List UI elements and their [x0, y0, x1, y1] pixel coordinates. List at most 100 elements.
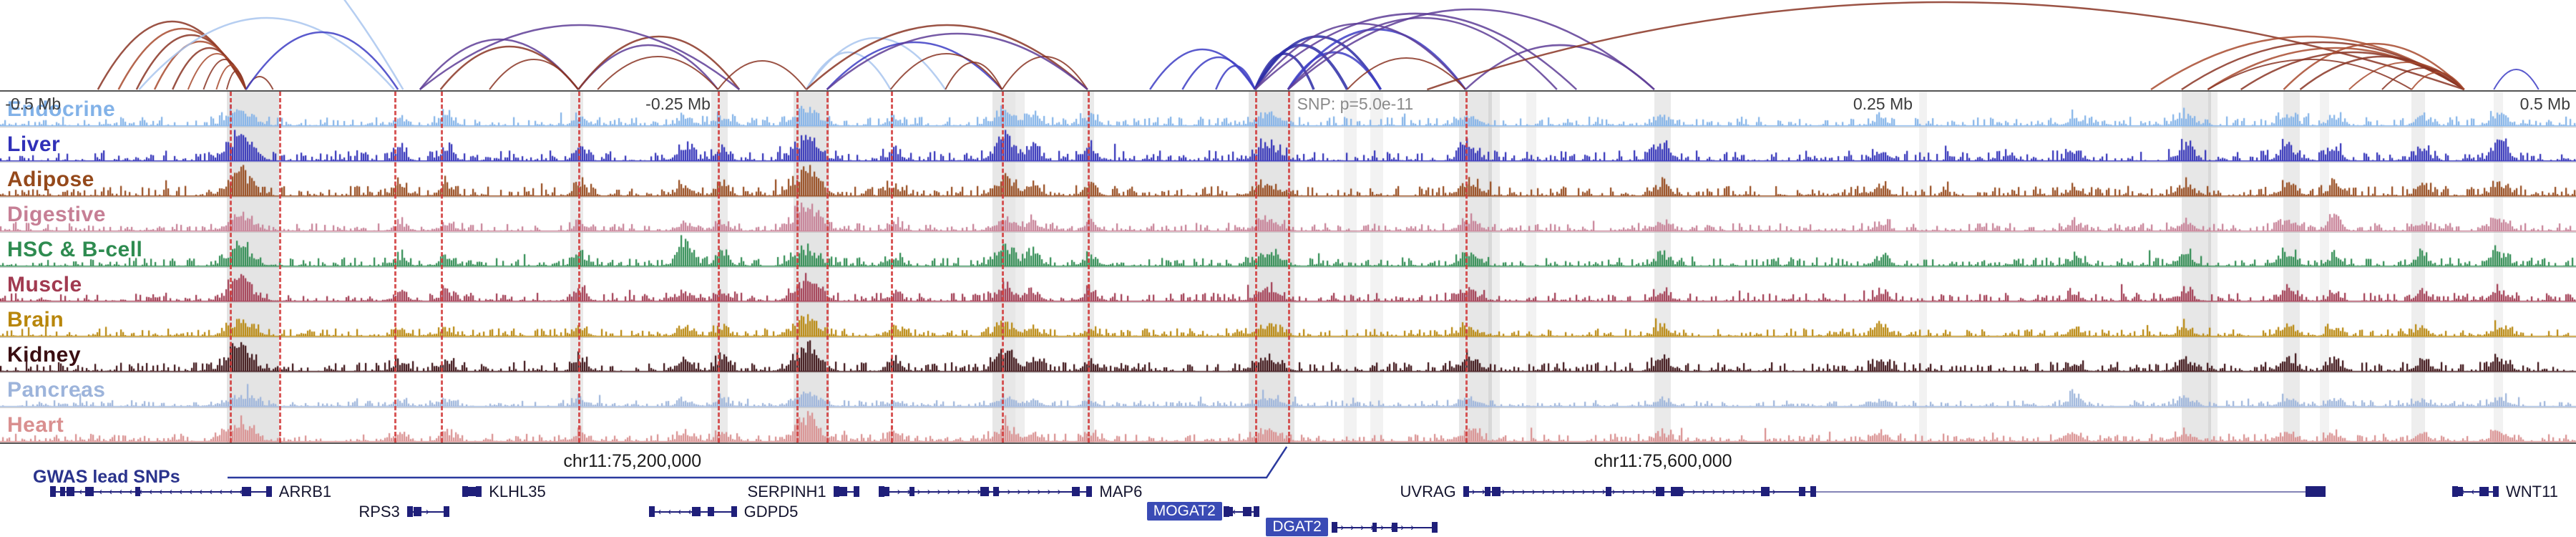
- gene-end-block: [1463, 486, 1469, 497]
- gene-end-block: [462, 486, 469, 497]
- gene-body-serpinh1[interactable]: [833, 485, 859, 498]
- gene-strand-arrows: ‹‹: [2461, 485, 2482, 498]
- interaction-arc: [1254, 12, 1578, 90]
- scale-label-half-mb: 0.5 Mb: [2519, 95, 2570, 113]
- candidate-region-dashed-line: [1087, 92, 1090, 442]
- candidate-region-dashed-line: [718, 92, 721, 442]
- gene-label-serpinh1[interactable]: SERPINH1: [747, 483, 826, 500]
- gene-exon: [413, 507, 421, 516]
- interaction-arc: [805, 51, 892, 90]
- gene-end-block: [406, 506, 413, 517]
- gene-exon: [67, 487, 75, 496]
- interaction-arc: [1215, 65, 1257, 90]
- gene-end-block: [50, 486, 57, 497]
- gene-exon: [2479, 487, 2489, 496]
- gene-label-klhl35[interactable]: KLHL35: [489, 483, 546, 500]
- gene-body-uvrag[interactable]: ›››››››››››››››››››››››››››››››: [1463, 485, 1816, 498]
- candidate-region-dashed-line: [230, 92, 233, 442]
- track-label-pancreas: Pancreas: [7, 378, 106, 402]
- gene-exon: [242, 487, 251, 496]
- gene-exon: [1392, 523, 1397, 532]
- interaction-arc: [343, 0, 404, 90]
- gene-end-block: [731, 506, 737, 517]
- candidate-region-dashed-line: [796, 92, 799, 442]
- interaction-arc: [805, 37, 947, 90]
- interaction-arc: [2493, 69, 2540, 90]
- gene-exon: [1655, 487, 1665, 496]
- interaction-arc: [2381, 67, 2465, 90]
- gene-exon: [60, 487, 65, 496]
- gene-end-block: [878, 486, 884, 497]
- interaction-arcs-panel: [0, 0, 2576, 90]
- interaction-arc: [1001, 56, 1088, 90]
- candidate-region-dashed-line: [1254, 92, 1257, 442]
- gene-line: [406, 511, 450, 513]
- gene-exon: [468, 487, 475, 496]
- gene-exon: [992, 487, 1000, 496]
- gene-strand-arrows: ›››››››››››››››››››››››››››››››: [1471, 485, 1782, 498]
- interaction-arc: [2283, 42, 2465, 90]
- gene-strand-arrows: ‹‹‹‹‹‹‹‹‹‹‹‹‹‹‹‹‹‹‹: [59, 485, 250, 498]
- gene-body-klhl35[interactable]: [462, 485, 482, 498]
- gene-end-block: [1332, 522, 1338, 533]
- interaction-arc: [1148, 48, 1256, 90]
- gene-label-mogat2[interactable]: MOGAT2: [1146, 502, 1222, 521]
- gene-label-rps3[interactable]: RPS3: [358, 503, 400, 521]
- interaction-arc: [245, 31, 399, 90]
- interaction-arc: [805, 24, 1088, 90]
- gene-body-mogat2[interactable]: ‹: [1224, 505, 1260, 518]
- gwas-snp-connector-line: [228, 446, 1288, 479]
- gene-exon: [1798, 487, 1805, 496]
- gene-body-rps3[interactable]: ››: [406, 505, 450, 518]
- gene-exon: [1673, 487, 1683, 496]
- gene-line: [1332, 527, 1438, 528]
- gene-exon: [85, 487, 94, 496]
- interaction-arc: [1254, 22, 1467, 90]
- gene-exon: [980, 487, 989, 496]
- gene-label-uvrag[interactable]: UVRAG: [1400, 483, 1456, 500]
- gene-body-wnt11[interactable]: ‹‹: [2452, 485, 2499, 498]
- scale-label-minus-quarter-mb: -0.25 Mb: [645, 95, 711, 113]
- gene-body-dgat2[interactable]: ››››››››: [1332, 521, 1438, 534]
- gwas-connector-path: [228, 446, 1288, 479]
- gene-label-map6[interactable]: MAP6: [1099, 483, 1143, 500]
- track-label-kidney: Kidney: [7, 343, 82, 367]
- track-label-liver: Liver: [7, 132, 61, 156]
- gene-exon: [2455, 487, 2464, 496]
- track-label-heart: Heart: [7, 413, 64, 437]
- interaction-arc: [1287, 28, 1467, 90]
- gwas-lead-snps-label: GWAS lead SNPs: [33, 467, 180, 487]
- gene-label-dgat2[interactable]: DGAT2: [1266, 518, 1328, 536]
- interaction-arc: [419, 24, 740, 90]
- gene-label-arrb1[interactable]: ARRB1: [278, 483, 332, 500]
- gene-exon: [1372, 523, 1377, 532]
- gene-body-arrb1[interactable]: ‹‹‹‹‹‹‹‹‹‹‹‹‹‹‹‹‹‹‹: [50, 485, 272, 498]
- interaction-arcs: [97, 0, 2540, 90]
- gene-end-block: [649, 506, 655, 517]
- gene-body-map6[interactable]: ››››››››››››››››››: [878, 485, 1093, 498]
- signal-tracks-panel[interactable]: Endocrine Liver Adipose Digestive HSC & B-ce…: [0, 90, 2576, 444]
- candidate-region-dashed-line: [826, 92, 829, 442]
- interaction-arc: [1254, 35, 1382, 90]
- gene-end-block: [853, 486, 859, 497]
- interaction-arc: [489, 59, 580, 90]
- coordinate-label-chr11-75200000: chr11:75,200,000: [563, 451, 702, 471]
- interaction-arc: [1287, 16, 1558, 90]
- gene-exon: [1071, 487, 1080, 496]
- gene-exon: [1226, 507, 1234, 516]
- gene-label-gdpd5[interactable]: GDPD5: [743, 503, 799, 521]
- gene-line: [50, 491, 272, 493]
- gene-end-block: [833, 486, 839, 497]
- interaction-arc: [2299, 55, 2465, 90]
- track-label-hsc-b-cell: HSC & B-cell: [7, 238, 143, 261]
- gene-label-wnt11[interactable]: WNT11: [2506, 483, 2558, 500]
- interaction-arc: [577, 35, 741, 90]
- candidate-region-dashed-line: [890, 92, 893, 442]
- gene-exon: [882, 487, 890, 496]
- gene-body-gdpd5[interactable]: ‹‹‹‹‹‹: [649, 505, 737, 518]
- interaction-arc: [2411, 72, 2465, 90]
- interaction-arc: [138, 16, 395, 90]
- interaction-arc: [1181, 56, 1257, 90]
- gene-end-block: [2492, 486, 2499, 497]
